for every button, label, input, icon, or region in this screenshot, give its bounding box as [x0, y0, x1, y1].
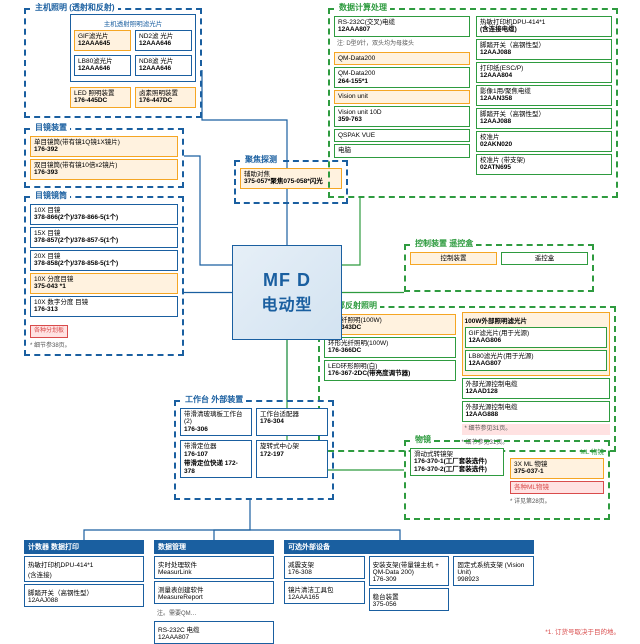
bottom-section-1: 数据管理实时处理软件MeasurLink测量表创建软件MeasureReport… — [154, 540, 274, 644]
item-cell: 旋转式中心架172-197 — [256, 440, 328, 478]
item-cell: 镜片清洁工具包12AAA165 — [284, 581, 365, 604]
item-cell: 15X 目镜378-857(2个)/378-857-5(1个) — [30, 227, 178, 248]
item-cell: 各种ML物镜 — [510, 481, 604, 494]
item-cell: 20X 目镜378-858(2个)/378-858-5(1个) — [30, 250, 178, 271]
item-cell: * 细节参见31页。 — [462, 424, 610, 435]
item-cell: 电脑 — [334, 144, 470, 157]
item-cell: 测量表创建软件MeasureReport — [154, 581, 274, 604]
item-cell: LED 照明装置176-445DC — [70, 87, 131, 108]
item-cell: 10X 目镜378-866(2个)/378-866-5(1个) — [30, 204, 178, 225]
center-line1: MF D — [261, 270, 312, 291]
group-title: 目镜装置 — [32, 122, 70, 133]
group-data: 数据计算处理RS-232C(交叉)电缆12AAA807注: D型9针，双头均为母… — [328, 8, 618, 198]
group-host: 主机照明 (透射和反射)主机透射照明滤光片GIF滤光片12AAA645ND2滤 … — [24, 8, 202, 118]
bottom-section-2: 可选外部设备减震支架176-308镜片清洁工具包12AAA165安装支架(带量镜… — [284, 540, 534, 611]
item-cell: 环形光纤照明(100W)176-366DC — [324, 337, 456, 358]
item-cell: 脚踏开关（高钢性型）12AAJ088 — [24, 584, 144, 607]
item-cell: 10X 数字分度 目镜176-313 — [30, 296, 178, 317]
group-title: 数据计算处理 — [336, 2, 390, 13]
item-cell: GIF滤光片(用于光源)12AAG806 — [465, 327, 607, 348]
group-g_eyedev: 目镜装置单目镜筒(带有镜1Q镜1X镜片)176-392双目镜筒(带有镜10倍x2… — [24, 128, 184, 188]
center-node: MF D 电动型 — [232, 245, 342, 340]
item-cell: 稳台装置375-056 — [369, 588, 450, 611]
group-title: 主机照明 (透射和反射) — [32, 2, 118, 13]
bottom-header: 数据管理 — [154, 540, 274, 554]
group-title: 物镜 — [412, 434, 434, 445]
item-cell: 校准片02AKN020 — [476, 131, 612, 152]
item-cell: LB80滤光片12AAA646 — [74, 55, 131, 76]
bottom-header: 可选外部设备 — [284, 540, 534, 554]
item-cell: Vision unit — [334, 90, 470, 103]
item-cell: 3X ML 物镜375-037-1 — [510, 458, 604, 479]
item-cell: QM-Data200264-155*1 — [334, 67, 470, 88]
group-ctrl: 控制装置 遥控盒控制装置遥控盒 — [404, 244, 594, 292]
group-extref: 外部反射照明环光纤照明(100W)176-343DC环形光纤照明(100W)17… — [318, 306, 616, 452]
item-cell: Vision unit 10D359-763 — [334, 106, 470, 127]
item-cell: 控制装置 — [410, 252, 497, 265]
item-cell: 遥控盒 — [501, 252, 588, 265]
item-cell: 外部光源控制电缆12AAD128 — [462, 378, 610, 399]
item-cell: 带滑定位器176-107带滑定位快递 172-378 — [180, 440, 252, 478]
group-title: 工作台 外部装置 — [182, 394, 246, 405]
item-cell: 带滑清玻璃板工作台(2)176-306 — [180, 408, 252, 436]
item-cell: ND2滤 光片12AAA646 — [135, 30, 192, 51]
item-cell: 影像1用/聚焦电缆12AAN358 — [476, 85, 612, 106]
item-cell: ND8滤 光片12AAA646 — [135, 55, 192, 76]
center-line2: 电动型 — [261, 291, 312, 315]
group-stage: 工作台 外部装置带滑清玻璃板工作台(2)176-306工作台适配器176-304… — [174, 400, 334, 500]
item-cell: 热敏打印机DPU-414*1(含连接) — [24, 556, 144, 582]
item-cell: 辅助对焦375-057*聚焦075-058*闪光 — [240, 168, 342, 189]
item-cell: 固定式系统支架 (Vision Unit)998923 — [453, 556, 534, 586]
item-cell: 注。需要QM… — [154, 606, 274, 619]
item-cell: 双目镜筒(带有镜10倍x2镜片)176-393 — [30, 159, 178, 180]
footnote: *1. 订货号取决于目的地。 — [545, 626, 620, 636]
item-cell: 脚踏开关（高钢性型）12AAJ088 — [476, 108, 612, 129]
item-cell: 减震支架176-308 — [284, 556, 365, 579]
group-title: 目镜镜筒 — [32, 190, 70, 201]
item-cell: QM-Data200 — [334, 52, 470, 65]
item-cell: 外部光源控制电缆12AAG888 — [462, 401, 610, 422]
item-cell: 环光纤照明(100W)176-343DC — [324, 314, 456, 335]
item-cell: 卤素照明装置176-447DC — [135, 87, 196, 108]
item-cell: 脚踏开关（高钢性型）12AAJ088 — [476, 39, 612, 60]
item-cell: 10X 分度目镜375-043 *1 — [30, 273, 178, 294]
item-cell: 热敏打印机DPU-414*1(含连接电缆) — [476, 16, 612, 37]
item-cell: GIF滤光片12AAA645 — [74, 30, 131, 51]
item-cell: 单目镜筒(带有镜1Q镜1X镜片)176-392 — [30, 136, 178, 157]
item-cell: RS-232C(交叉)电缆12AAA807 — [334, 16, 470, 37]
item-cell: 各种分划板 — [30, 325, 68, 338]
item-cell: 实时处理软件MeasurLink — [154, 556, 274, 579]
item-cell: 打印纸(ESC/P)12AAA804 — [476, 62, 612, 83]
group-eyelens: 目镜镜筒10X 目镜378-866(2个)/378-866-5(1个)15X 目… — [24, 196, 184, 356]
group-obj: 物镜滑动式转镜架176-370-1(工厂套装选件) 176-370-2(工厂套装… — [404, 440, 610, 520]
item-cell: 滑动式转镜架176-370-1(工厂套装选件) 176-370-2(工厂套装选件… — [410, 448, 504, 476]
item-cell: QSPAK VUE — [334, 129, 470, 142]
item-cell: 校准片 (带支架)02ATN695 — [476, 154, 612, 175]
item-cell: 注: D型9针，双头均为母接头 — [334, 39, 470, 50]
group-title: 聚焦探测 — [242, 154, 280, 165]
item-cell: 工作台适配器176-304 — [256, 408, 328, 436]
item-cell: RS-232C 电缆12AAA807 — [154, 621, 274, 644]
item-cell: 安装支架(带量镜主机 + QM-Data 200)176-309 — [369, 556, 450, 586]
bottom-header: 计数器 数据打印 — [24, 540, 144, 554]
item-cell: LED环形照明(白)176-367-2DC(带亮度调节器) — [324, 360, 456, 381]
bottom-section-0: 计数器 数据打印热敏打印机DPU-414*1(含连接)脚踏开关（高钢性型）12A… — [24, 540, 144, 607]
group-title: 控制装置 遥控盒 — [412, 238, 476, 249]
item-cell: LB80滤光片(用于光源)12AAG807 — [465, 350, 607, 371]
